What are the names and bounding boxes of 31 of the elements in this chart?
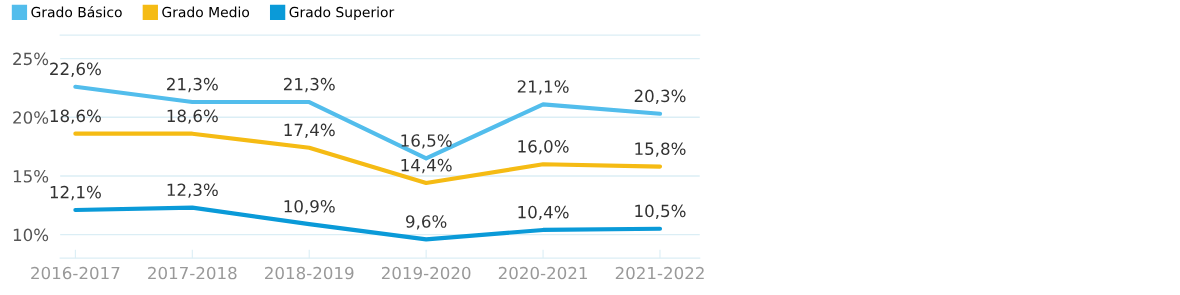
data-label: 10,4% xyxy=(518,205,569,221)
y-tick-label: 15% xyxy=(13,169,49,183)
legend-label: Grado Superior xyxy=(289,6,395,21)
data-label: 21,1% xyxy=(517,80,569,95)
data-label: 9,6% xyxy=(406,215,447,230)
x-tick-label: 2016-2017 xyxy=(31,266,120,280)
x-tick-label: 2017-2018 xyxy=(148,266,237,280)
legend-label: Grado Medio xyxy=(162,6,250,18)
y-tick-label: 20% xyxy=(13,111,49,124)
data-label: 20,3% xyxy=(634,89,686,104)
data-label: 12,3% xyxy=(167,183,218,198)
data-label: 18,6% xyxy=(50,109,101,124)
data-label: 18,6% xyxy=(167,109,218,124)
data-label: 10,5% xyxy=(635,204,686,219)
data-label: 14,4% xyxy=(401,158,452,174)
y-tick-label: 10% xyxy=(13,228,49,242)
data-label: 22,6% xyxy=(50,62,101,77)
data-label: 15,8% xyxy=(635,142,686,157)
data-label: 17,4% xyxy=(284,123,335,138)
legend-label: Grado Básico xyxy=(31,6,122,18)
data-label: 21,3% xyxy=(167,77,218,93)
data-label: 16,0% xyxy=(518,140,569,155)
data-label: 16,5% xyxy=(401,134,452,149)
x-tick-label: 2018-2019 xyxy=(265,266,354,280)
y-tick-label: 25% xyxy=(13,52,49,66)
x-tick-label: 2020-2021 xyxy=(498,266,587,280)
data-label: 21,3% xyxy=(283,77,335,93)
x-tick-label: 2021-2022 xyxy=(615,266,704,280)
x-tick-label: 2019-2020 xyxy=(381,266,471,280)
data-label: 10,9% xyxy=(284,199,335,215)
data-label: 12,1% xyxy=(50,185,101,201)
